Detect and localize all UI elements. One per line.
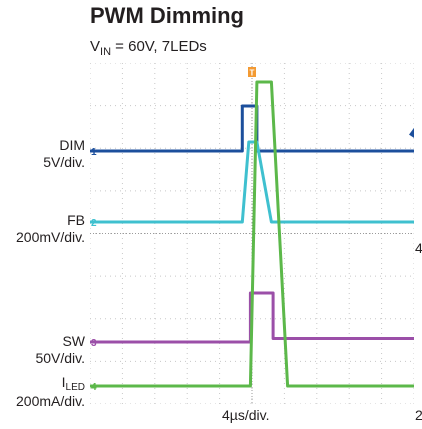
channel-label-sw: SW 50V/div. (35, 333, 85, 367)
channel-name-fb: FB (67, 212, 85, 228)
subtitle-subscript: IN (100, 46, 112, 58)
trigger-indicator: T (248, 67, 414, 138)
oscilloscope-screen: 1 2 3 4 T (90, 63, 414, 404)
subtitle-prefix: V (90, 38, 101, 55)
channel-name-iled-sub: LED (65, 382, 85, 393)
edge-mark-upper: 4 (415, 240, 422, 256)
trace-dim (90, 104, 414, 153)
channel-scale-fb: 200mV/div. (16, 229, 85, 245)
channel-marker-1: 1 (91, 147, 97, 158)
channel-scale-iled: 200mA/div. (16, 393, 85, 409)
channel-name-sw: SW (62, 333, 85, 349)
chart-subtitle: VIN = 60V, 7LEDs (90, 38, 207, 58)
trace-sw (90, 291, 414, 344)
channel-marker-4: 4 (91, 382, 97, 393)
channel-name-iled-main: I (61, 374, 66, 390)
trace-iled (90, 80, 414, 388)
channel-name-iled: ILED (16, 374, 85, 393)
channel-label-dim: DIM 5V/div. (43, 137, 85, 171)
subtitle-rest: = 60V, 7LEDs (111, 38, 207, 55)
edge-mark-lower: 2 (415, 407, 422, 423)
grid (90, 63, 414, 404)
timebase-label: 4µs/div. (222, 407, 270, 423)
channel-scale-dim: 5V/div. (43, 154, 85, 170)
channel-name-dim: DIM (59, 137, 85, 153)
trigger-marker-label: T (250, 69, 255, 78)
chart-title: PWM Dimming (90, 3, 244, 28)
trigger-marker-box (248, 67, 256, 77)
edge-arrow (409, 127, 414, 138)
traces (90, 80, 414, 388)
channel-label-iled: ILED 200mA/div. (16, 374, 85, 410)
channel-marker-3: 3 (91, 338, 97, 349)
channel-scale-sw: 50V/div. (35, 350, 85, 366)
channel-label-fb: FB 200mV/div. (16, 212, 85, 246)
trace-fb (90, 140, 414, 224)
channel-markers: 1 2 3 4 (91, 147, 97, 393)
channel-marker-2: 2 (91, 218, 97, 229)
